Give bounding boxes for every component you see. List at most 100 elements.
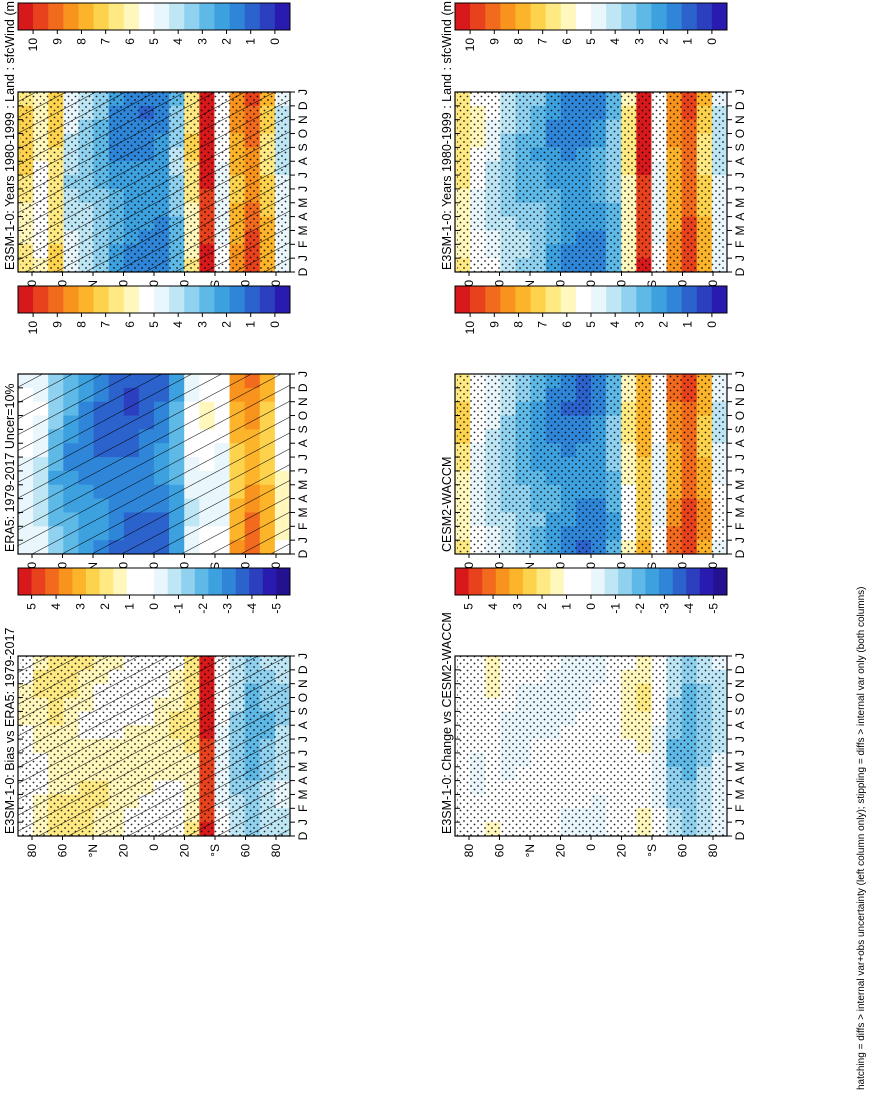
colorbar-tick-label: 5 <box>462 603 476 610</box>
colorbar-swatch <box>606 286 622 313</box>
heatmap-panel: DJFMAMJJASONDJ8060°N20020°S6080CESM2-WAC… <box>440 371 747 575</box>
panel-title: CESM2-WACCM <box>440 457 454 552</box>
colorbar-swatch <box>636 3 652 30</box>
colorbar-tick-label: -3 <box>657 603 671 614</box>
colorbar-tick-label: 2 <box>657 38 671 45</box>
colorbar-swatch <box>482 568 497 595</box>
month-tick-label: M <box>733 480 747 490</box>
colorbar-swatch <box>18 568 32 595</box>
month-tick-label: D <box>733 383 747 392</box>
month-tick-label: M <box>733 198 747 208</box>
colorbar-swatch <box>113 568 128 595</box>
colorbar-swatch <box>495 568 510 595</box>
month-tick-label: S <box>733 707 747 715</box>
month-tick-label: M <box>296 225 310 235</box>
colorbar-swatch <box>123 3 140 30</box>
month-tick-label: D <box>296 549 310 558</box>
heatmap-panel: DJFMAMJJASONDJ8060°N20020°S6080E3SM-1-0:… <box>3 0 310 293</box>
colorbar-tick-label: 0 <box>584 603 598 610</box>
colorbar-swatch <box>93 3 109 30</box>
lat-tick-label: 60 <box>676 844 690 858</box>
colorbar-swatch <box>169 3 185 30</box>
month-tick-label: M <box>296 762 310 772</box>
colorbar-swatch <box>58 568 73 595</box>
colorbar-tick-label: 8 <box>74 321 88 328</box>
colorbar-swatch <box>86 568 100 595</box>
colorbar-swatch <box>63 3 79 30</box>
colorbar-tick-label: 2 <box>98 603 112 610</box>
month-tick-label: J <box>296 537 310 543</box>
colorbar-swatch <box>575 286 592 313</box>
lat-tick-label: °S <box>645 844 659 857</box>
colorbar-swatch <box>711 3 728 30</box>
colorbar-tick-label: 1 <box>244 321 258 328</box>
month-tick-label: A <box>733 157 747 165</box>
colorbar-tick-label: 1 <box>681 38 695 45</box>
colorbar-tick-label: 6 <box>123 321 137 328</box>
lat-tick-label: °N <box>523 844 537 857</box>
colorbar-swatch <box>93 286 109 313</box>
colorbar-swatch <box>545 286 562 313</box>
colorbar-swatch <box>500 286 516 313</box>
lat-tick-label: 60 <box>56 844 70 858</box>
colorbar-tick-label: 2 <box>657 321 671 328</box>
colorbar: 5 4 3 2 1 0 -1 -2 -3 -4 -5 <box>454 567 728 614</box>
colorbar-tick-label: 3 <box>195 38 209 45</box>
colorbar-tick-label: 3 <box>511 603 525 610</box>
colorbar-tick-label: -4 <box>245 603 259 614</box>
colorbar-swatch <box>681 3 698 30</box>
month-tick-label: D <box>296 831 310 840</box>
colorbar-swatch <box>604 568 619 595</box>
colorbar-tick-label: 6 <box>560 321 574 328</box>
colorbar-swatch <box>515 3 531 30</box>
month-tick-label: A <box>733 495 747 503</box>
month-tick-label: J <box>733 371 747 377</box>
colorbar-swatch <box>126 568 141 595</box>
colorbar-swatch <box>208 568 223 595</box>
colorbar-tick-label: 9 <box>50 321 64 328</box>
month-tick-label: J <box>296 255 310 261</box>
month-tick-label: D <box>733 267 747 276</box>
colorbar-tick-label: -2 <box>633 603 647 614</box>
colorbar: 10 9 8 7 6 5 4 3 2 1 0 <box>454 285 728 334</box>
month-tick-label: F <box>296 523 310 530</box>
colorbar-swatch <box>262 568 277 595</box>
colorbar-swatch <box>184 286 200 313</box>
month-tick-label: F <box>733 805 747 812</box>
colorbar-swatch <box>18 286 34 313</box>
colorbar-swatch <box>199 286 215 313</box>
month-tick-label: M <box>296 789 310 799</box>
colorbar: 10 9 8 7 6 5 4 3 2 1 0 <box>17 285 291 334</box>
colorbar-swatch <box>138 3 155 30</box>
colorbar-tick-label: 2 <box>220 321 234 328</box>
panel-title-text: E3SM-1-0: Bias vs ERA5: 1979-2017 <box>3 628 17 834</box>
lat-tick-label: 0 <box>147 562 161 569</box>
colorbar-tick-label: 10 <box>463 38 477 52</box>
colorbar-swatch <box>48 286 64 313</box>
colorbar-swatch <box>154 568 168 595</box>
stippling-overlay <box>20 92 288 272</box>
month-tick-label: D <box>733 549 747 558</box>
month-tick-label: J <box>296 186 310 192</box>
month-tick-label: A <box>296 439 310 447</box>
lat-tick-label: 80 <box>462 844 476 858</box>
month-tick-label: S <box>296 425 310 433</box>
colorbar-swatch <box>545 3 562 30</box>
month-tick-label: N <box>296 397 310 406</box>
panel-title: E3SM-1-0: Bias vs ERA5: 1979-2017 <box>3 628 17 834</box>
colorbar-swatch <box>108 3 125 30</box>
colorbar-tick-label: 9 <box>50 38 64 45</box>
month-tick-label: J <box>733 750 747 756</box>
colorbar-tick-label: -5 <box>706 603 720 614</box>
month-tick-label: O <box>296 411 310 420</box>
colorbar-tick-label: 4 <box>608 38 622 45</box>
colorbar-tick-label: 0 <box>705 321 719 328</box>
colorbar-swatch <box>659 568 673 595</box>
colorbar-swatch <box>154 286 170 313</box>
lat-tick-label: °N <box>86 844 100 857</box>
colorbar-swatch <box>229 286 245 313</box>
colorbar-swatch <box>48 3 64 30</box>
colorbar-swatch <box>45 568 60 595</box>
colorbar-swatch <box>500 3 516 30</box>
